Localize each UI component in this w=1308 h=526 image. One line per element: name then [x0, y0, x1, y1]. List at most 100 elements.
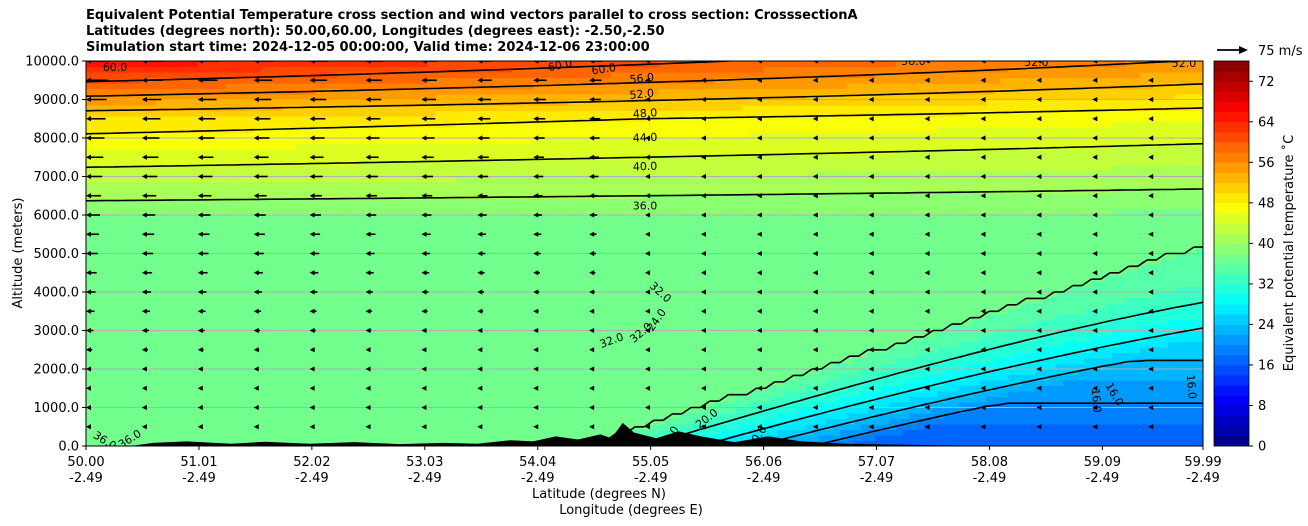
wind-vector-head: [756, 193, 762, 199]
colorbar-band: [1214, 405, 1249, 417]
wind-vector-head: [700, 366, 706, 372]
contour-label: 56.0: [629, 71, 655, 86]
wind-vector-head: [756, 77, 762, 83]
wind-vector-head: [253, 347, 259, 353]
wind-vector-head: [86, 212, 91, 218]
wind-vector-head: [812, 366, 818, 372]
contour-label: 48.0: [632, 106, 657, 121]
wind-vector-head: [477, 135, 483, 141]
wind-vector-head: [477, 404, 483, 411]
wind-vector-head: [421, 404, 427, 411]
wind-vector-head: [141, 289, 147, 295]
wind-vector-head: [700, 385, 706, 391]
wind-vector-head: [980, 404, 986, 411]
wind-vector-head: [980, 385, 986, 391]
wind-vector-head: [477, 385, 483, 391]
terrain-fill: [86, 422, 1203, 446]
wind-vector-head: [589, 404, 595, 411]
wind-vector-head: [86, 366, 91, 372]
wind-vector-head: [1036, 61, 1042, 64]
wind-vector-head: [1148, 308, 1154, 314]
y-axis-label: Altitude (meters): [11, 198, 26, 309]
wind-vector-head: [1092, 404, 1098, 411]
wind-vector-head: [365, 270, 371, 276]
wind-vector-head: [868, 212, 874, 218]
contour-label: 56.0: [901, 55, 926, 68]
colorbar-tick-label: 24: [1258, 318, 1275, 333]
wind-vector-head: [1092, 96, 1098, 103]
wind-vector-head: [700, 77, 706, 83]
colorbar-band: [1214, 172, 1249, 183]
wind-vector-head: [365, 193, 371, 199]
wind-vector-head: [309, 366, 315, 372]
wind-vector-head: [421, 327, 427, 334]
x-tick-label-lon: -2.49: [408, 471, 442, 486]
wind-vector-head: [1148, 385, 1154, 391]
wind-vector-head: [924, 385, 930, 391]
wind-vector-head: [309, 96, 315, 103]
colorbar-band: [1214, 162, 1249, 173]
wind-vector-head: [980, 327, 986, 334]
wind-vector-head: [533, 347, 539, 353]
wind-vector-head: [756, 270, 762, 276]
contour-label: 52.0: [1024, 56, 1049, 69]
colorbar-tick-label: 32: [1258, 277, 1275, 292]
wind-vector-head: [980, 231, 986, 237]
wind-vector-head: [86, 135, 91, 141]
wind-vector-head: [141, 154, 147, 160]
wind-vector-head: [141, 424, 147, 430]
wind-vector-head: [1036, 327, 1042, 334]
wind-vector-head: [309, 154, 315, 160]
wind-vector-head: [1148, 96, 1154, 103]
wind-vector-head: [421, 193, 427, 199]
wind-vector-head: [86, 96, 91, 103]
wind-vector-head: [980, 173, 986, 180]
wind-vector-head: [309, 212, 315, 218]
wind-vector-head: [141, 77, 147, 83]
x-tick-label-lon: -2.49: [521, 471, 555, 486]
contour-label: 60.0: [591, 61, 617, 77]
wind-vector-head: [365, 154, 371, 160]
y-tick-label: 2000.0: [34, 363, 80, 378]
wind-vector-head: [1148, 270, 1154, 276]
wind-vector-head: [1092, 347, 1098, 353]
wind-vector-head: [1148, 424, 1154, 430]
colorbar-tick-label: 40: [1258, 237, 1275, 252]
wind-vector-head: [141, 404, 147, 411]
wind-vector-head: [477, 231, 483, 237]
y-tick-label: 5000.0: [34, 247, 80, 262]
wind-vector-head: [924, 366, 930, 372]
x-tick-label-lon: -2.49: [182, 471, 216, 486]
wind-vector-head: [700, 424, 706, 430]
wind-vector-head: [589, 61, 595, 64]
wind-vector-head: [365, 231, 371, 237]
wind-vector-head: [1148, 135, 1154, 141]
contour-label: 36.0: [633, 199, 658, 212]
wind-vector-head: [980, 250, 986, 257]
wind-vector-head: [589, 250, 595, 257]
wind-vector-head: [365, 77, 371, 83]
wind-vector-head: [1036, 270, 1042, 276]
colorbar-bands: [1214, 61, 1249, 447]
wind-vector-head: [700, 270, 706, 276]
colorbar-band: [1214, 121, 1249, 133]
wind-vector-head: [924, 270, 930, 276]
wind-vector-head: [1148, 61, 1154, 64]
wind-vector-head: [533, 270, 539, 276]
wind-vector-head: [812, 289, 818, 295]
wind-vector-head: [868, 424, 874, 430]
y-tick-label: 3000.0: [34, 324, 80, 339]
wind-vector-head: [868, 231, 874, 237]
wind-vector-head: [700, 154, 706, 160]
wind-vector-head: [253, 61, 259, 64]
wind-vector-head: [924, 193, 930, 199]
wind-vector-head: [589, 77, 595, 83]
wind-vector-head: [700, 231, 706, 237]
wind-vector-head: [197, 270, 203, 276]
colorbar-band: [1214, 131, 1249, 143]
wind-vector-head: [924, 96, 930, 103]
wind-vector-head: [1036, 154, 1042, 160]
wind-vector-head: [868, 135, 874, 141]
wind-vector-head: [197, 424, 203, 430]
wind-vector-head: [589, 289, 595, 295]
